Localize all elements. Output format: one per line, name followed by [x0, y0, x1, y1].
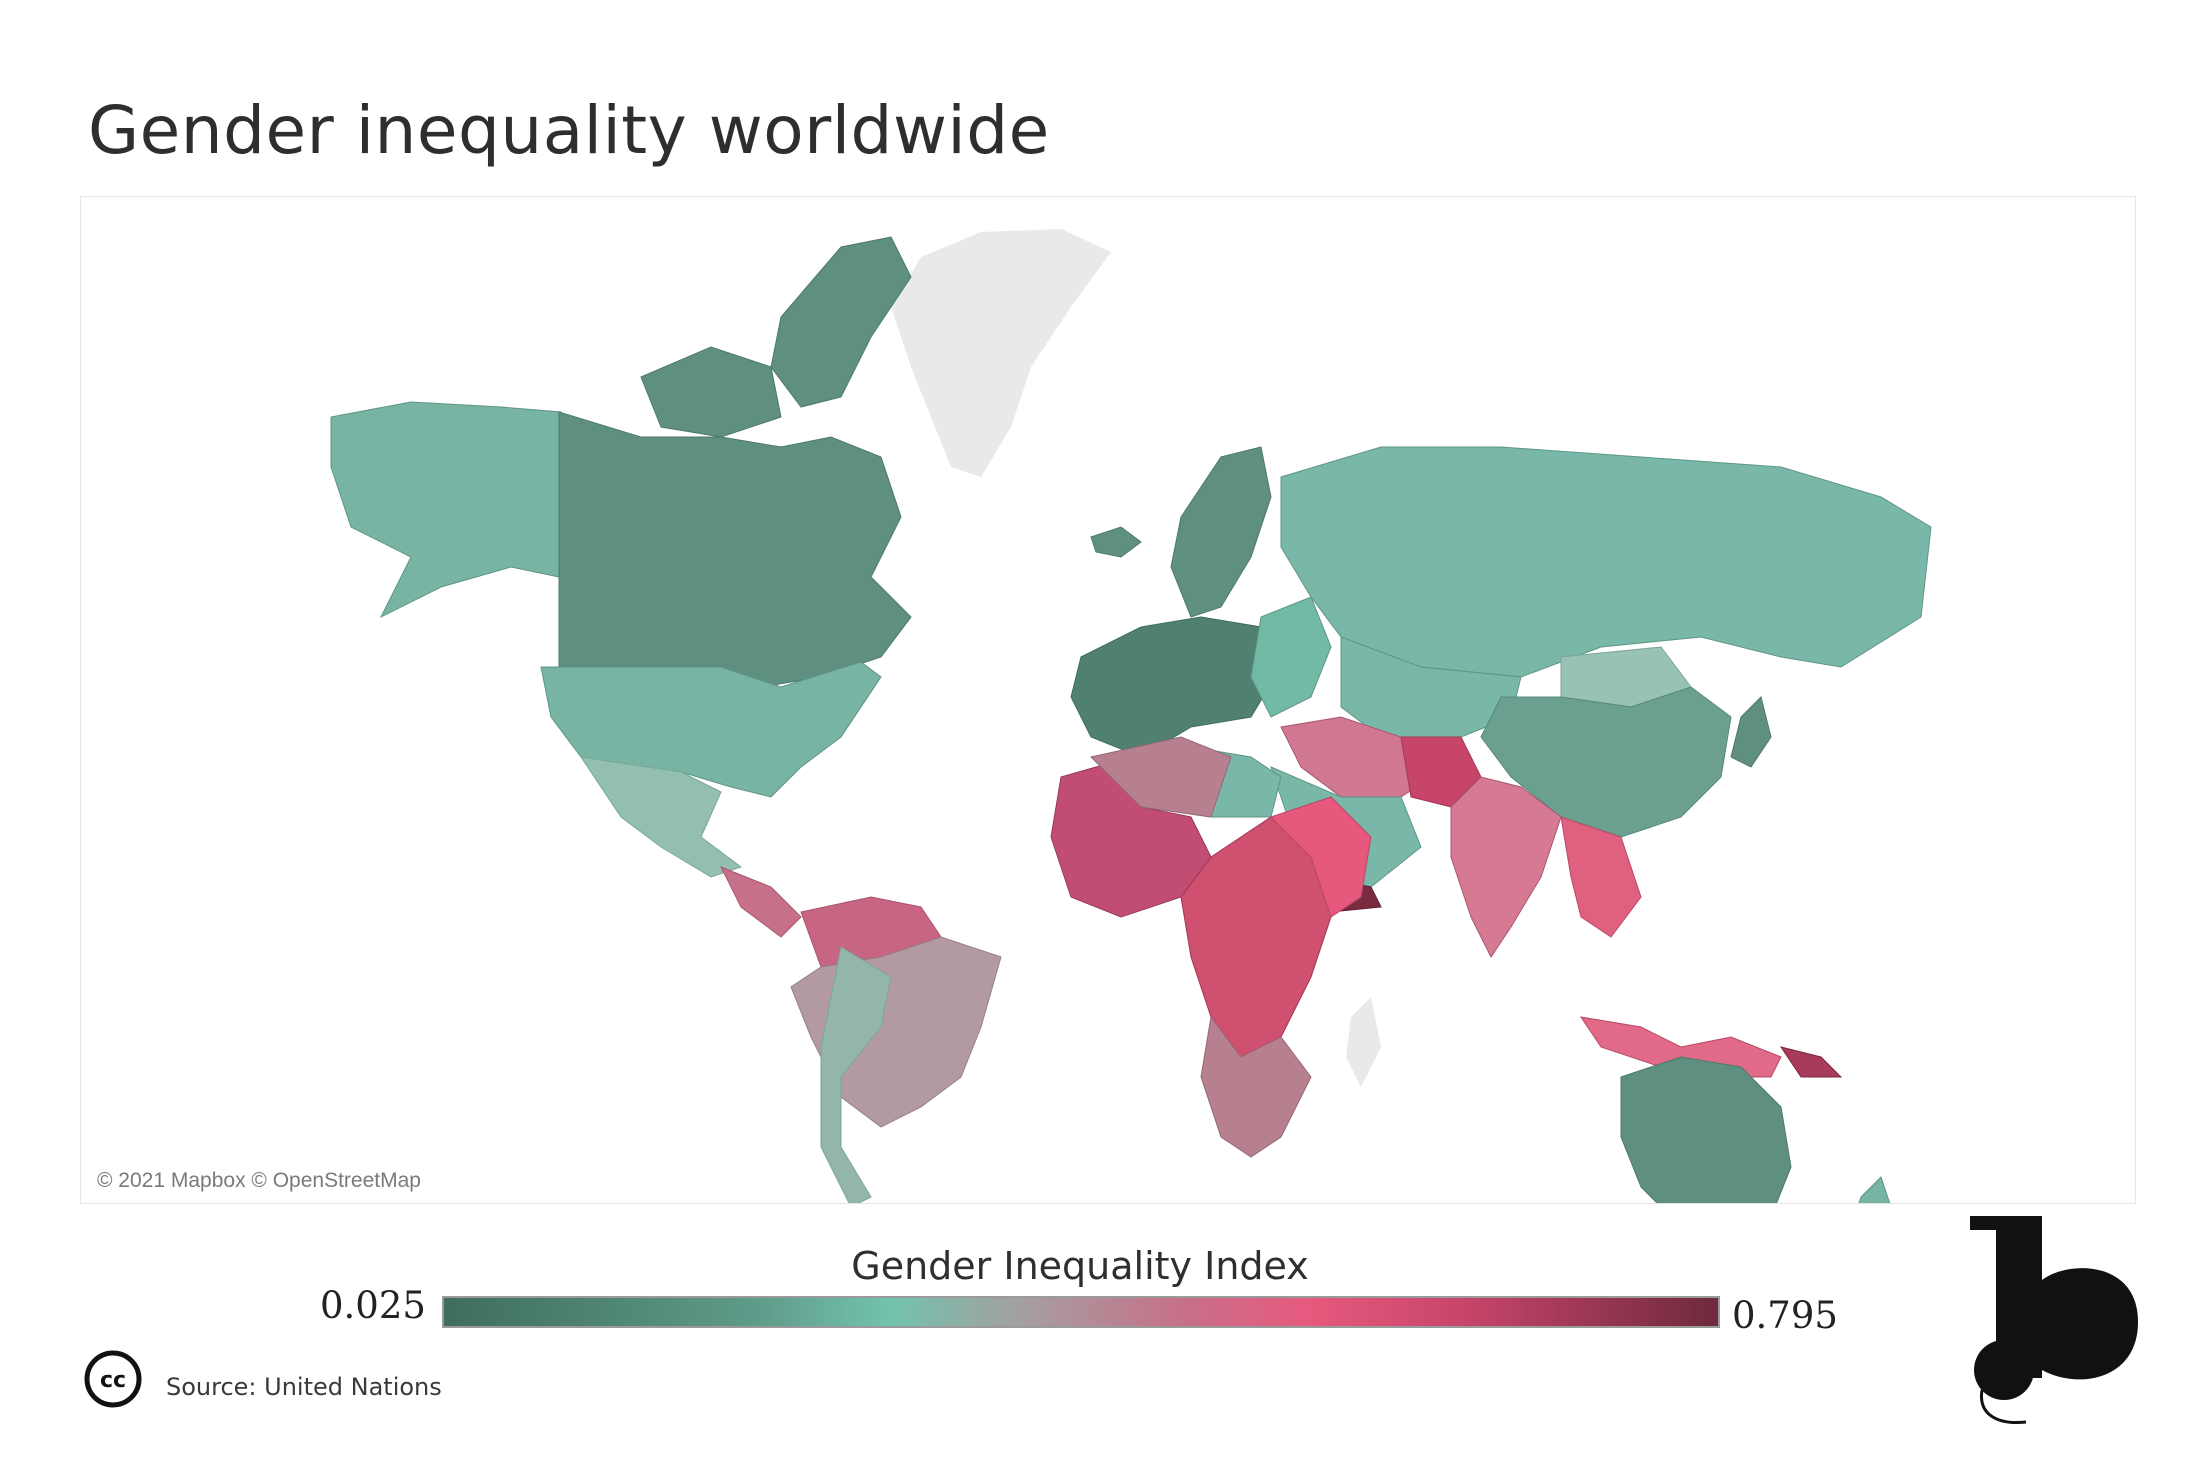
region-new-zealand	[1858, 1176, 1891, 1203]
world-map[interactable]: © 2021 Mapbox © OpenStreetMap	[80, 196, 2136, 1204]
region-madagascar	[1346, 997, 1381, 1087]
region-southeast-asia	[1560, 816, 1642, 938]
region-central-africa	[1180, 816, 1332, 1058]
svg-text:cc: cc	[100, 1368, 126, 1393]
region-argentina-chile	[820, 946, 892, 1203]
region-scandinavia	[1170, 446, 1272, 618]
region-canada-arctic	[770, 236, 912, 408]
region-central-america	[719, 866, 802, 938]
legend-max-label: 0.795	[1732, 1294, 1838, 1337]
region-japan	[1730, 696, 1772, 768]
region-australia	[1620, 1056, 1792, 1203]
region-russia	[1280, 446, 1932, 678]
region-alaska	[330, 401, 562, 619]
region-southern-africa	[1200, 1015, 1312, 1158]
region-usa	[540, 661, 882, 798]
region-greenland	[891, 229, 1111, 477]
region-sahel	[1090, 736, 1232, 818]
page-title: Gender inequality worldwide	[88, 92, 1050, 169]
region-eastern-europe	[1250, 596, 1332, 718]
brand-b-logo	[1970, 1216, 2138, 1425]
region-canada-islands	[640, 346, 782, 438]
cc-icon: cc	[84, 1350, 142, 1408]
region-mexico	[579, 756, 743, 878]
legend-color-scale	[442, 1296, 1720, 1328]
region-east-africa	[1270, 796, 1372, 918]
region-papua	[1779, 1046, 1843, 1078]
region-iceland	[1090, 526, 1142, 558]
region-western-europe	[1070, 616, 1282, 758]
region-india	[1450, 776, 1562, 958]
source-text: Source: United Nations	[166, 1373, 442, 1401]
legend-min-label: 0.025	[320, 1284, 426, 1327]
choropleth-map	[330, 229, 1932, 1203]
map-attribution[interactable]: © 2021 Mapbox © OpenStreetMap	[97, 1169, 421, 1192]
region-canada	[558, 411, 912, 688]
region-china	[1480, 686, 1732, 838]
region-indonesia	[1579, 1016, 1782, 1078]
